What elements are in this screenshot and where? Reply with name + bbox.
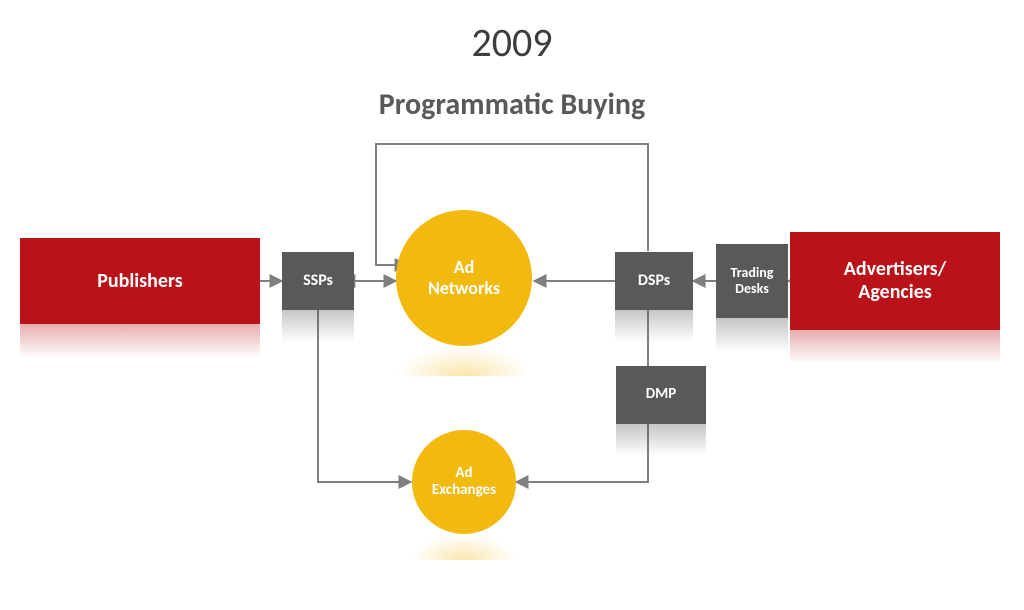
reflection [616, 424, 706, 456]
circle-ad-exchanges: AdExchanges [412, 430, 516, 534]
reflection [716, 318, 788, 352]
box-label: Publishers [97, 270, 183, 293]
diagram-stage: 2009 Programmatic Buying Publishers SSPs… [0, 0, 1024, 610]
box-label: TradingDesks [731, 265, 774, 297]
circle-label: AdExchanges [432, 465, 496, 500]
reflection [615, 310, 693, 342]
box-label: Advertisers/Agencies [844, 258, 947, 304]
reflection [790, 330, 1000, 364]
box-dsps: DSPs [615, 252, 693, 310]
reflection [20, 324, 260, 358]
box-label: DMP [646, 386, 677, 403]
box-advertisers-agencies: Advertisers/Agencies [790, 232, 1000, 330]
reflection [412, 534, 516, 560]
box-publishers: Publishers [20, 238, 260, 324]
box-trading-desks: TradingDesks [716, 244, 788, 318]
box-dmp: DMP [616, 366, 706, 424]
reflection [282, 310, 354, 342]
box-label: SSPs [303, 272, 333, 290]
circle-ad-networks: AdNetworks [396, 210, 532, 346]
box-label: DSPs [638, 272, 670, 290]
title-year: 2009 [0, 18, 1024, 67]
circle-label: AdNetworks [428, 257, 500, 298]
reflection [396, 346, 532, 376]
box-ssps: SSPs [282, 252, 354, 310]
subtitle: Programmatic Buying [0, 86, 1024, 123]
